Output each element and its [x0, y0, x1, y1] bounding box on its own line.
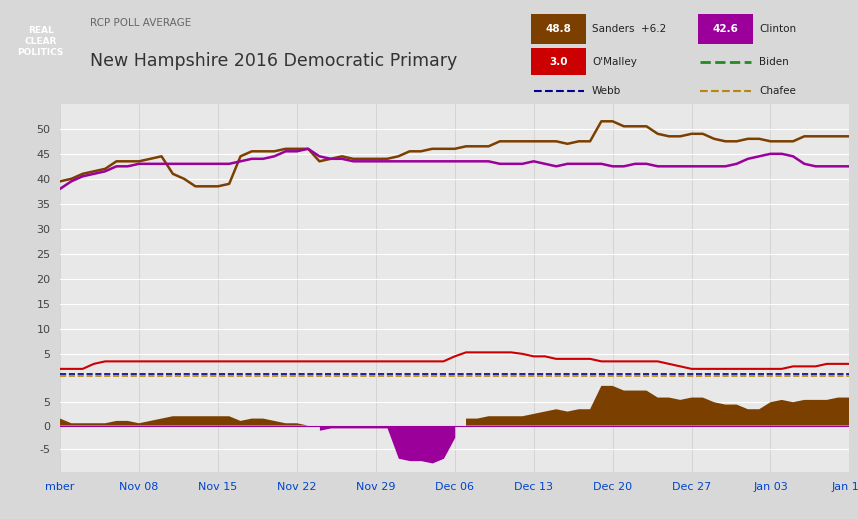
Text: O'Malley: O'Malley: [592, 57, 637, 66]
Text: New Hampshire 2016 Democratic Primary: New Hampshire 2016 Democratic Primary: [90, 52, 457, 70]
FancyBboxPatch shape: [698, 13, 753, 44]
Text: Webb: Webb: [592, 86, 621, 97]
FancyBboxPatch shape: [531, 13, 585, 44]
Text: Biden: Biden: [759, 57, 789, 66]
Text: 48.8: 48.8: [546, 24, 571, 34]
Text: Clinton: Clinton: [759, 24, 796, 34]
Text: 3.0: 3.0: [549, 57, 567, 66]
Text: Sanders  +6.2: Sanders +6.2: [592, 24, 667, 34]
FancyBboxPatch shape: [531, 48, 585, 75]
Text: RCP POLL AVERAGE: RCP POLL AVERAGE: [90, 18, 191, 28]
Text: Chafee: Chafee: [759, 86, 796, 97]
Text: 42.6: 42.6: [713, 24, 739, 34]
Text: REAL
CLEAR
POLITICS: REAL CLEAR POLITICS: [17, 26, 64, 57]
